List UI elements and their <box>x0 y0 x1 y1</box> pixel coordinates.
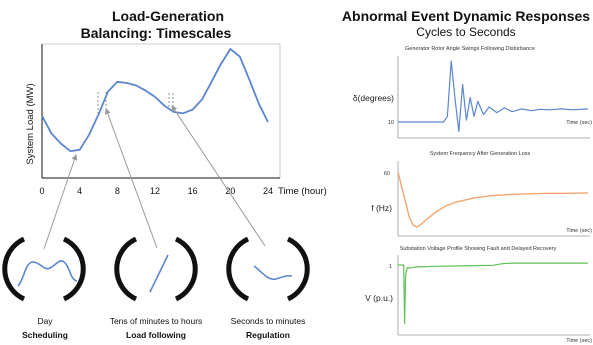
load-following-zoom <box>114 236 198 302</box>
x-tick-label: 0 <box>39 186 44 196</box>
scheduling-bracket-right <box>62 236 86 302</box>
load-balancing-panel: Load-Generation Balancing: Timescales 0 4… <box>2 8 327 340</box>
rotor-chart-title: Generator Rotor Angle Swings Following D… <box>405 46 535 52</box>
y-axis-label: System Load (MW) <box>25 83 36 164</box>
x-axis-label: Time (hour) <box>278 186 327 197</box>
right-subtitle: Cycles to Seconds <box>416 25 515 39</box>
frequency-y-tick: 60 <box>384 171 390 177</box>
left-title-line1: Load-Generation <box>112 8 224 24</box>
load-following-caption-line2: Load following <box>126 330 186 340</box>
x-tick-label: 8 <box>115 186 120 196</box>
rotor-y-label: δ(degrees) <box>353 93 394 103</box>
regulation-arrow <box>171 105 266 247</box>
regulation-curve <box>253 265 293 281</box>
rotor-y-tick: 10 <box>388 120 394 126</box>
voltage-x-label: Time (sec) <box>566 338 592 344</box>
regulation-caption-line2: Regulation <box>246 330 290 340</box>
load-following-caption-line1: Tens of minutes to hours <box>110 316 203 326</box>
load-plot-frame <box>41 43 281 179</box>
voltage-chart: Substation Voltage Profile Showing Fault… <box>365 246 592 344</box>
regulation-zoom <box>226 236 310 302</box>
left-title-line2: Balancing: Timescales <box>81 25 232 41</box>
frequency-chart-title: System Frequency After Generation Loss <box>430 151 531 157</box>
x-tick-label: 12 <box>150 186 160 196</box>
load-following-bracket-right <box>174 236 198 302</box>
load-curve <box>41 48 269 152</box>
voltage-curve <box>398 262 588 325</box>
voltage-chart-title: Substation Voltage Profile Showing Fault… <box>400 246 557 252</box>
voltage-y-tick: 1 <box>389 264 392 270</box>
scheduling-caption-line2: Scheduling <box>22 330 68 340</box>
dynamic-responses-panel: Abnormal Event Dynamic Responses Cycles … <box>342 8 592 344</box>
scheduling-zoom <box>2 236 86 302</box>
regulation-bracket-right <box>286 236 310 302</box>
x-tick-labels: 0 4 8 12 16 20 24 <box>39 186 273 196</box>
frequency-chart: System Frequency After Generation Loss f… <box>371 151 592 237</box>
frequency-y-label: f (Hz) <box>371 203 392 213</box>
x-tick-label: 24 <box>263 186 273 196</box>
x-tick-label: 4 <box>77 186 82 196</box>
voltage-y-label: V (p.u.) <box>365 293 393 303</box>
regulation-caption-line1: Seconds to minutes <box>231 316 306 326</box>
frequency-curve <box>397 171 589 228</box>
scheduling-bracket-left <box>2 236 26 302</box>
load-following-curve <box>149 254 169 293</box>
x-tick-label: 16 <box>188 186 198 196</box>
scheduling-arrow <box>43 154 78 250</box>
x-tick-label: 20 <box>225 186 235 196</box>
right-title: Abnormal Event Dynamic Responses <box>342 8 590 24</box>
load-following-bracket-left <box>114 236 138 302</box>
load-following-arrow <box>104 108 158 249</box>
rotor-angle-curve <box>398 60 589 132</box>
rotor-angle-chart: Generator Rotor Angle Swings Following D… <box>353 46 592 139</box>
regulation-bracket-left <box>226 236 250 302</box>
scheduling-curve <box>17 260 78 287</box>
scheduling-caption-line1: Day <box>37 316 53 326</box>
frequency-x-label: Time (sec) <box>566 228 592 234</box>
rotor-x-label: Time (sec) <box>566 120 592 126</box>
